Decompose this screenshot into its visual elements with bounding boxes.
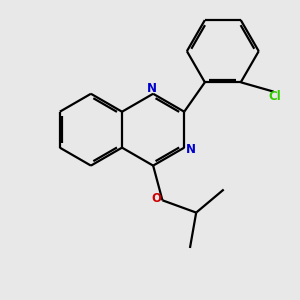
Text: N: N: [147, 82, 157, 95]
Text: O: O: [151, 192, 161, 205]
Text: N: N: [186, 142, 196, 156]
Text: Cl: Cl: [269, 90, 281, 104]
